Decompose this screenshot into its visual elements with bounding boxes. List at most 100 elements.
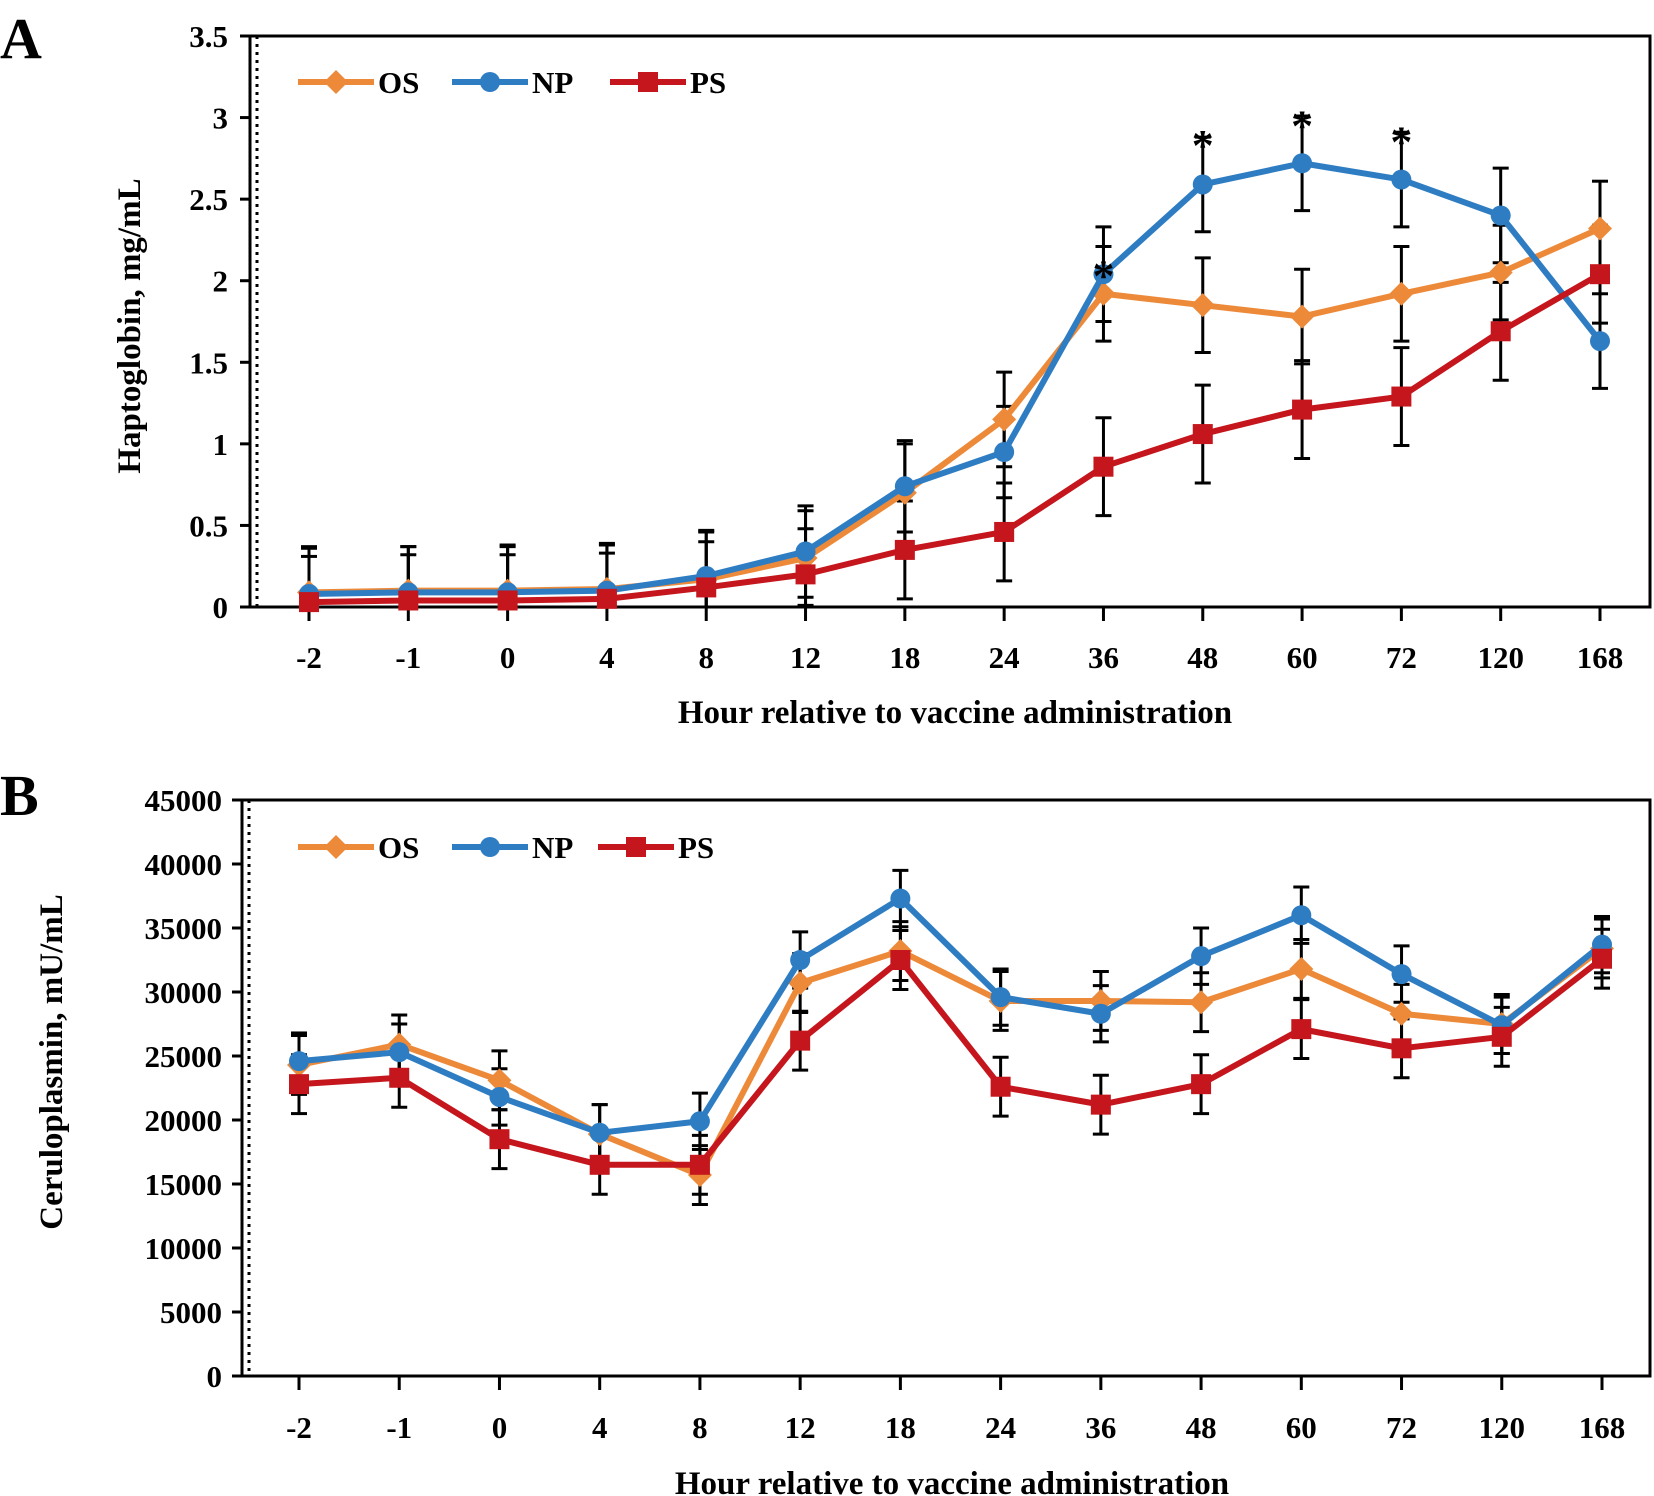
data-point-ps: [489, 1129, 510, 1150]
data-point-ps: [1192, 424, 1213, 445]
x-tick-label-b: 18: [885, 1410, 916, 1445]
data-point-ps: [1191, 1074, 1212, 1095]
panel-a-chart: A Haptoglobin, mg/mL Hour relative to va…: [0, 6, 1652, 731]
x-tick-label-a: 72: [1386, 640, 1417, 675]
legend-label-ps: PS: [678, 830, 714, 865]
legend-marker-np: [480, 72, 500, 92]
data-point-np: [689, 1111, 710, 1132]
data-point-os: [1389, 1001, 1414, 1026]
series-line-np: [298, 895, 1604, 1136]
data-point-ps: [1590, 264, 1610, 285]
data-point-ps: [1093, 456, 1114, 477]
x-tick-label-a: -1: [395, 640, 421, 675]
x-tick-label-a: 60: [1287, 640, 1318, 675]
y-axis-label-a: Haptoglobin, mg/mL: [112, 178, 148, 473]
panel-letter-a: A: [0, 6, 42, 71]
x-tick-label-b: 48: [1186, 1410, 1217, 1445]
x-tick-label-a: 24: [989, 640, 1020, 675]
data-point-np: [1090, 1003, 1111, 1024]
data-point-np: [1391, 964, 1412, 985]
data-point-ps: [689, 1154, 710, 1175]
data-point-ps: [1391, 386, 1412, 407]
data-point-np: [489, 1086, 510, 1107]
data-point-os: [1190, 293, 1215, 318]
data-point-ps: [1592, 948, 1612, 969]
data-point-np: [389, 1042, 410, 1063]
data-point-np: [589, 1122, 610, 1143]
data-point-ps: [1490, 321, 1511, 342]
data-point-ps: [990, 1076, 1011, 1097]
x-tick-label-b: 12: [785, 1410, 816, 1445]
legend-marker-os: [324, 835, 348, 859]
x-axis-label-a: Hour relative to vaccine administration: [678, 695, 1232, 731]
data-point-np: [289, 1051, 309, 1072]
legend-label-np: NP: [532, 830, 573, 865]
data-point-ps: [389, 1067, 410, 1088]
data-point-np: [1093, 264, 1114, 285]
significance-asterisk: *: [1291, 101, 1313, 150]
x-tick-label-a: -2: [296, 640, 322, 675]
y-tick-label-a: 0.5: [189, 508, 228, 543]
y-tick-label-b: 10000: [145, 1231, 223, 1266]
data-point-os: [1588, 216, 1612, 241]
x-tick-label-b: 168: [1579, 1410, 1626, 1445]
significance-asterisk: *: [1390, 118, 1412, 167]
legend-label-np: NP: [532, 65, 573, 100]
data-point-np: [990, 987, 1011, 1008]
data-point-ps: [589, 1154, 610, 1175]
y-tick-label-a: 0: [213, 590, 229, 625]
data-point-np: [1490, 205, 1511, 226]
data-point-ps: [894, 539, 915, 560]
data-point-np: [1191, 946, 1212, 967]
y-tick-label-a: 1: [213, 427, 229, 462]
x-tick-label-a: 168: [1577, 640, 1624, 675]
significance-asterisk: *: [1192, 121, 1214, 170]
data-point-os: [1488, 260, 1513, 285]
series-line-os: [298, 946, 1604, 1179]
x-tick-label-a: 36: [1088, 640, 1119, 675]
data-point-np: [1590, 331, 1610, 352]
data-point-os: [1389, 281, 1414, 306]
x-tick-label-b: 0: [492, 1410, 508, 1445]
series-line-ps: [308, 271, 1602, 606]
x-axis-label-b: Hour relative to vaccine administration: [675, 1466, 1229, 1496]
data-point-ps: [497, 590, 518, 611]
x-tick-label-a: 18: [889, 640, 920, 675]
y-tick-label-b: 15000: [145, 1167, 223, 1202]
x-tick-label-a: 0: [500, 640, 516, 675]
data-point-np: [1292, 153, 1313, 174]
y-tick-label-a: 3.5: [189, 19, 228, 54]
series-line-np: [308, 160, 1603, 597]
x-tick-label-b: -2: [286, 1410, 312, 1445]
data-point-np: [1192, 174, 1213, 195]
x-tick-label-b: -1: [386, 1410, 412, 1445]
data-point-np: [890, 888, 911, 909]
data-point-np: [795, 541, 816, 562]
legend-label-ps: PS: [690, 65, 726, 100]
legend-label-os: OS: [378, 830, 419, 865]
data-point-os: [487, 1068, 512, 1093]
y-tick-label-b: 25000: [145, 1039, 223, 1074]
panel-letter-b: B: [0, 763, 39, 828]
data-point-ps: [289, 1074, 309, 1095]
y-tick-label-a: 1.5: [189, 345, 228, 380]
data-point-np: [1291, 905, 1312, 926]
data-point-ps: [1291, 1019, 1312, 1040]
x-tick-label-a: 12: [790, 640, 821, 675]
x-tick-label-b: 24: [985, 1410, 1016, 1445]
plot-frame-a: [248, 34, 1652, 609]
legend-marker-os: [324, 70, 348, 94]
series-line-ps: [298, 956, 1604, 1168]
data-point-ps: [398, 590, 419, 611]
plot-frame-b: [240, 798, 1652, 1378]
data-point-os: [788, 971, 813, 996]
x-tick-label-a: 4: [599, 640, 615, 675]
x-tick-label-a: 120: [1477, 640, 1524, 675]
y-tick-label-a: 2: [213, 264, 229, 299]
y-tick-label-b: 35000: [145, 911, 223, 946]
data-point-os: [1189, 990, 1214, 1015]
x-tick-label-a: 8: [698, 640, 714, 675]
data-point-ps: [696, 577, 717, 598]
data-point-os: [1289, 956, 1314, 981]
